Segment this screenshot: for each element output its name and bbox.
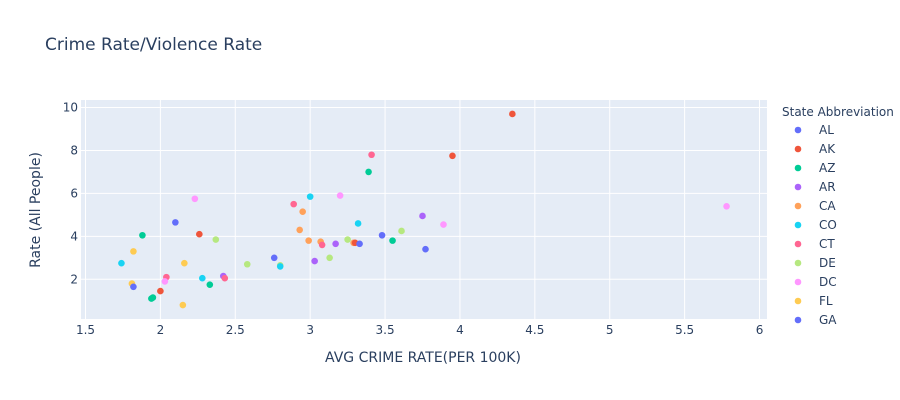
data-point <box>296 226 303 234</box>
y-tick-label: 6 <box>70 186 78 200</box>
x-tick-label: 5.5 <box>675 323 694 337</box>
data-point <box>318 241 326 249</box>
legend-marker <box>794 316 802 324</box>
legend-marker <box>794 126 802 134</box>
y-tick-label: 4 <box>70 229 78 243</box>
y-tick-label: 8 <box>70 143 78 157</box>
data-point <box>212 236 220 243</box>
data-point <box>181 259 188 267</box>
legend-marker <box>794 278 802 286</box>
data-point <box>344 236 351 243</box>
legend-title: State Abbreviation <box>782 105 894 119</box>
plot-area <box>81 100 767 319</box>
legend-label: CA <box>819 199 836 213</box>
data-point <box>130 248 137 255</box>
x-tick-label: 1.5 <box>76 323 95 337</box>
data-point <box>172 219 179 226</box>
legend-marker <box>794 240 802 248</box>
data-point <box>191 195 199 203</box>
data-point <box>130 283 137 291</box>
legend-label: AZ <box>819 161 835 175</box>
legend-marker <box>794 221 802 229</box>
x-tick-label: 3.5 <box>376 323 395 337</box>
x-tick-label: 6 <box>756 323 764 337</box>
data-point <box>139 231 146 239</box>
data-point <box>306 193 314 200</box>
legend-label: FL <box>819 294 833 308</box>
x-tick-label: 4.5 <box>525 323 544 337</box>
legend-label: AL <box>819 123 834 137</box>
data-point <box>161 278 169 285</box>
y-tick-label: 2 <box>70 272 78 286</box>
x-tick-label: 4 <box>456 323 464 337</box>
legend-marker <box>794 145 802 153</box>
data-point <box>440 221 447 228</box>
data-point <box>419 212 426 220</box>
data-points <box>118 110 730 309</box>
data-point <box>336 192 344 199</box>
legend-label: DE <box>819 256 836 270</box>
data-point <box>449 152 456 160</box>
legend-marker <box>794 297 802 305</box>
data-point <box>276 263 284 270</box>
data-point <box>148 295 155 302</box>
legend-marker <box>794 202 802 210</box>
legend-marker <box>794 164 802 172</box>
legend-label: AK <box>819 142 836 156</box>
y-tick-label: 10 <box>63 101 78 115</box>
chart-title: Crime Rate/Violence Rate <box>45 35 262 55</box>
legend: State Abbreviation AL AK AZ AR CA CO CT DE DC FL G… <box>782 105 894 327</box>
x-tick-label: 2.5 <box>226 323 245 337</box>
legend-label: CT <box>819 237 835 251</box>
legend-label: GA <box>819 313 837 327</box>
legend-items: AL AK AZ AR CA CO CT DE DC FL GA <box>794 123 837 327</box>
data-point <box>398 227 405 235</box>
x-tick-label: 5 <box>606 323 614 337</box>
grid-lines <box>81 100 767 319</box>
data-point <box>332 240 339 248</box>
data-point <box>243 260 251 268</box>
data-point <box>422 245 429 253</box>
data-point <box>196 230 203 238</box>
data-point <box>206 281 214 288</box>
data-point <box>270 254 278 262</box>
data-point <box>199 274 206 282</box>
x-axis-title: AVG CRIME RATE(PER 100K) <box>325 350 521 366</box>
data-point <box>305 237 312 244</box>
data-point <box>326 254 333 262</box>
data-point <box>157 287 164 295</box>
data-point <box>354 220 362 227</box>
data-point <box>389 237 396 244</box>
data-point <box>221 274 229 282</box>
data-point <box>723 202 730 210</box>
data-point <box>179 301 187 309</box>
tick-labels: 1.5 2 2.5 3 3.5 4 4.5 5 5.5 6 2 4 6 8 10 <box>63 101 764 337</box>
x-tick-label: 3 <box>306 323 314 337</box>
data-point <box>299 208 306 215</box>
legend-marker <box>794 259 802 267</box>
legend-label: AR <box>819 180 836 194</box>
data-point <box>368 151 375 159</box>
data-point <box>356 240 363 248</box>
legend-marker <box>794 183 802 191</box>
data-point <box>378 231 386 239</box>
data-point <box>365 168 372 176</box>
legend-label: DC <box>819 275 837 289</box>
y-axis-title: Rate (All People) <box>28 152 44 268</box>
data-point <box>290 200 297 208</box>
x-tick-label: 2 <box>157 323 165 337</box>
data-point <box>311 257 318 265</box>
legend-label: CO <box>819 218 837 232</box>
data-point <box>509 110 516 118</box>
data-point <box>118 259 125 267</box>
